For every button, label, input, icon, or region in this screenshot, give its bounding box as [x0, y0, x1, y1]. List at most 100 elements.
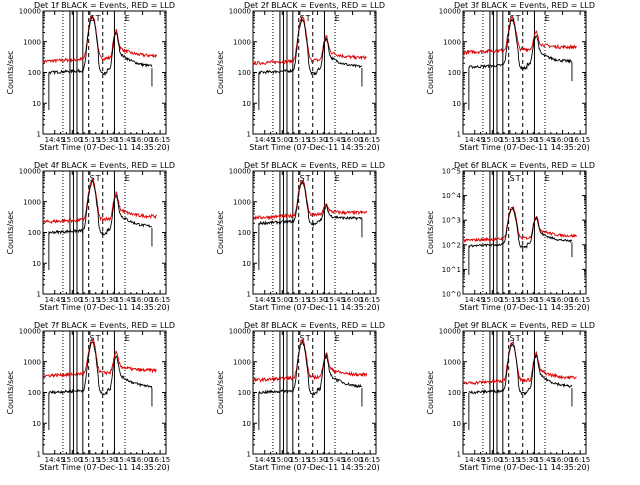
region-label: T [515, 14, 521, 23]
y-tick-label: 1 [37, 451, 41, 459]
x-tick-label: 14:45 [45, 296, 65, 304]
y-tick-label: 100 [238, 389, 251, 397]
y-tick-label: 10 [32, 100, 41, 108]
x-tick-label: 14:45 [255, 296, 275, 304]
series-events-line [48, 341, 153, 396]
x-tick-label: 15:45 [535, 136, 555, 144]
x-tick-label: 16:00 [552, 296, 572, 304]
x-tick-label: 14:45 [465, 296, 485, 304]
region-label: T [305, 14, 311, 23]
y-axis-label: Counts/sec [6, 50, 15, 94]
x-tick-label: 15:00 [272, 456, 292, 464]
x-tick-label: 16:00 [552, 456, 572, 464]
region-label: S [510, 174, 515, 183]
y-tick-label: 10 [242, 260, 251, 268]
y-tick-label: 1 [457, 131, 461, 139]
region-label: E [335, 174, 340, 183]
panel-title: Det 5f BLACK = Events, RED = LLD [244, 161, 385, 170]
y-tick-label: 1 [247, 131, 251, 139]
region-label: S [510, 334, 515, 343]
y-tick-label: 10 [242, 100, 251, 108]
x-tick-label: 14:45 [255, 456, 275, 464]
y-tick-label: 1 [247, 291, 251, 299]
panel-3: Det 3f BLACK = Events, RED = LLD Start Ti… [426, 1, 595, 152]
series-events-line [258, 17, 362, 76]
series-lld-line [252, 338, 368, 383]
y-axis-label: Counts/sec [216, 210, 225, 254]
x-tick-label: 15:00 [62, 136, 82, 144]
x-tick-label: 15:30 [307, 456, 327, 464]
y-axis-label: Counts/sec [6, 370, 15, 414]
y-tick-label: 100 [28, 69, 41, 77]
x-tick-label: 16:15 [360, 136, 380, 144]
x-tick-label: 16:15 [150, 136, 170, 144]
x-axis-label: Start Time (07-Dec-11 14:35:20) [39, 303, 170, 312]
x-tick-label: 15:15 [290, 456, 310, 464]
y-tick-label: 10 [242, 420, 251, 428]
x-tick-label: 16:15 [570, 296, 590, 304]
x-tick-label: 15:30 [517, 136, 537, 144]
region-label: T [515, 174, 521, 183]
y-axis-label: Counts/sec [6, 210, 15, 254]
y-tick-label: 1 [247, 451, 251, 459]
panel-9: Det 9f BLACK = Events, RED = LLD Start Ti… [426, 321, 595, 472]
x-tick-label: 15:00 [482, 296, 502, 304]
y-tick-label: 10 [452, 100, 461, 108]
x-tick-label: 15:15 [290, 296, 310, 304]
region-label: E [545, 334, 550, 343]
x-tick-label: 15:45 [325, 456, 345, 464]
region-label: E [335, 334, 340, 343]
series-lld-line [462, 15, 577, 56]
panel-title: Det 1f BLACK = Events, RED = LLD [34, 1, 175, 10]
panel-title: Det 3f BLACK = Events, RED = LLD [454, 1, 595, 10]
x-tick-label: 14:45 [465, 456, 485, 464]
x-tick-label: 15:15 [500, 456, 520, 464]
panel-title: Det 2f BLACK = Events, RED = LLD [244, 1, 385, 10]
y-tick-label: 100 [238, 229, 251, 237]
panel-1: Det 1f BLACK = Events, RED = LLD Start Ti… [6, 1, 175, 152]
series-lld-line [252, 16, 367, 66]
y-tick-label: 10000 [439, 328, 461, 336]
x-tick-label: 15:15 [290, 136, 310, 144]
plot-frame [462, 10, 587, 135]
x-tick-label: 15:00 [272, 136, 292, 144]
region-label: E [125, 14, 130, 23]
plot-frame [252, 170, 377, 295]
series-lld-line [252, 179, 368, 221]
x-tick-label: 15:00 [272, 296, 292, 304]
panel-2: Det 2f BLACK = Events, RED = LLD Start Ti… [216, 1, 385, 152]
x-tick-label: 15:45 [115, 136, 135, 144]
y-tick-label: 1000 [23, 358, 41, 366]
region-label: T [305, 174, 311, 183]
region-label: E [125, 174, 130, 183]
x-tick-label: 16:15 [150, 296, 170, 304]
series-events-line [468, 18, 573, 70]
region-label: S [90, 334, 95, 343]
panel-title: Det 6f BLACK = Events, RED = LLD [454, 161, 595, 170]
x-tick-label: 16:00 [132, 456, 152, 464]
x-tick-label: 16:00 [342, 456, 362, 464]
y-tick-label: 10 [32, 420, 41, 428]
x-tick-label: 16:00 [342, 136, 362, 144]
x-tick-label: 15:30 [307, 296, 327, 304]
y-tick-label: 1000 [233, 198, 251, 206]
x-tick-label: 16:00 [132, 296, 152, 304]
y-tick-label: 100 [28, 389, 41, 397]
region-label: T [305, 334, 311, 343]
x-tick-label: 15:45 [325, 296, 345, 304]
panel-title: Det 9f BLACK = Events, RED = LLD [454, 321, 595, 330]
panel-5: Det 5f BLACK = Events, RED = LLD Start Ti… [216, 161, 385, 312]
x-tick-label: 16:15 [360, 296, 380, 304]
x-axis-label: Start Time (07-Dec-11 14:35:20) [459, 143, 590, 152]
series-events-line [468, 343, 573, 396]
x-tick-label: 15:30 [517, 456, 537, 464]
panel-title: Det 8f BLACK = Events, RED = LLD [244, 321, 385, 330]
y-tick-label: 10000 [19, 328, 41, 336]
x-tick-label: 15:00 [482, 136, 502, 144]
x-tick-label: 15:45 [535, 456, 555, 464]
region-label: T [95, 174, 101, 183]
series-events-line [258, 340, 362, 396]
series-events-line [258, 181, 363, 227]
x-tick-label: 15:30 [97, 136, 117, 144]
